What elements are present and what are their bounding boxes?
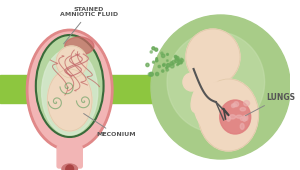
Ellipse shape bbox=[62, 164, 77, 170]
Circle shape bbox=[170, 64, 174, 68]
Ellipse shape bbox=[231, 104, 235, 108]
Circle shape bbox=[152, 47, 155, 50]
Ellipse shape bbox=[198, 79, 258, 151]
Text: MECONIUM: MECONIUM bbox=[84, 114, 136, 138]
Circle shape bbox=[167, 32, 265, 132]
Ellipse shape bbox=[191, 82, 208, 112]
Circle shape bbox=[174, 55, 177, 58]
Circle shape bbox=[183, 73, 200, 91]
Circle shape bbox=[179, 61, 182, 64]
Circle shape bbox=[177, 64, 178, 66]
Circle shape bbox=[176, 56, 179, 60]
Ellipse shape bbox=[226, 116, 230, 121]
Circle shape bbox=[166, 69, 169, 71]
FancyBboxPatch shape bbox=[57, 146, 82, 168]
Circle shape bbox=[175, 59, 179, 63]
Circle shape bbox=[161, 52, 163, 54]
Ellipse shape bbox=[206, 82, 226, 96]
Circle shape bbox=[148, 73, 152, 76]
Circle shape bbox=[150, 51, 152, 53]
Circle shape bbox=[163, 63, 165, 66]
Ellipse shape bbox=[229, 115, 236, 119]
Text: LUNGS: LUNGS bbox=[245, 92, 295, 116]
Ellipse shape bbox=[47, 69, 92, 131]
Circle shape bbox=[180, 58, 182, 61]
Circle shape bbox=[152, 61, 154, 63]
Ellipse shape bbox=[236, 115, 242, 118]
Ellipse shape bbox=[244, 115, 248, 120]
Ellipse shape bbox=[42, 49, 98, 135]
Ellipse shape bbox=[234, 102, 239, 107]
Circle shape bbox=[161, 54, 165, 57]
Circle shape bbox=[172, 61, 175, 64]
Ellipse shape bbox=[27, 30, 112, 150]
Circle shape bbox=[156, 58, 158, 59]
Circle shape bbox=[146, 63, 149, 67]
Circle shape bbox=[167, 53, 168, 55]
Ellipse shape bbox=[240, 117, 244, 120]
Text: STAINED
AMNIOTIC FLUID: STAINED AMNIOTIC FLUID bbox=[60, 7, 118, 44]
Ellipse shape bbox=[233, 104, 237, 107]
Ellipse shape bbox=[244, 101, 250, 106]
Circle shape bbox=[167, 64, 170, 67]
Circle shape bbox=[163, 64, 164, 66]
Ellipse shape bbox=[65, 37, 94, 55]
Circle shape bbox=[170, 62, 173, 65]
Circle shape bbox=[186, 29, 240, 85]
Ellipse shape bbox=[240, 108, 245, 111]
Circle shape bbox=[162, 70, 164, 72]
Circle shape bbox=[178, 59, 180, 61]
Circle shape bbox=[155, 72, 159, 76]
Circle shape bbox=[151, 15, 290, 159]
Circle shape bbox=[155, 48, 158, 51]
Circle shape bbox=[181, 59, 184, 62]
Bar bbox=[0, 75, 155, 103]
Circle shape bbox=[166, 67, 167, 69]
Circle shape bbox=[176, 57, 178, 59]
Ellipse shape bbox=[36, 35, 104, 137]
Ellipse shape bbox=[220, 100, 251, 134]
Circle shape bbox=[180, 61, 182, 64]
Circle shape bbox=[66, 165, 74, 170]
Circle shape bbox=[149, 72, 153, 76]
Ellipse shape bbox=[243, 116, 246, 121]
Circle shape bbox=[56, 46, 87, 78]
Circle shape bbox=[155, 59, 158, 62]
Circle shape bbox=[158, 65, 160, 68]
Ellipse shape bbox=[194, 99, 218, 135]
Circle shape bbox=[167, 60, 168, 62]
Ellipse shape bbox=[240, 123, 244, 129]
Circle shape bbox=[178, 63, 179, 65]
